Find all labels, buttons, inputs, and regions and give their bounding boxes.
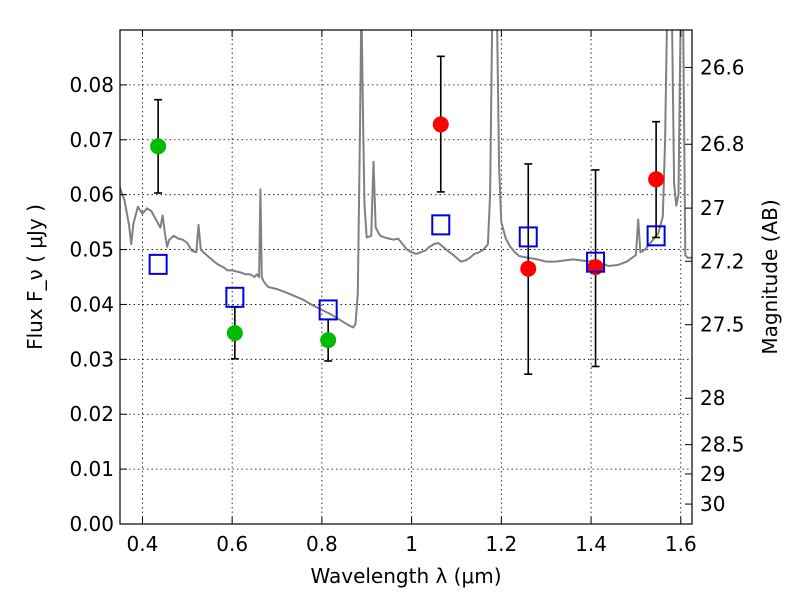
x-tick-label: 0.4 (127, 532, 159, 556)
x-tick-label: 1 (405, 532, 418, 556)
x-tick-label: 0.8 (306, 532, 338, 556)
data-point (520, 260, 537, 277)
mag-tick-label: 28 (700, 386, 725, 410)
y-tick-label: 0.08 (69, 73, 114, 97)
plot-frame (119, 29, 693, 525)
mag-tick-label: 27.5 (700, 313, 745, 337)
axis-ticks: 0.4 0.6 0.8 1 1.2 1.4 1.6 0.00 0.01 0.02 0.03 0.04 0… (69, 30, 745, 556)
y-tick-label: 0.05 (69, 238, 114, 262)
mag-tick-label: 27 (700, 196, 725, 220)
y2-axis-label: Magnitude (AB) (758, 199, 782, 354)
data-point (587, 259, 604, 276)
mag-tick-label: 27.2 (700, 249, 745, 273)
x-tick-label: 1.6 (665, 532, 697, 556)
x-tick-label: 1.4 (575, 532, 607, 556)
data-point (150, 138, 167, 155)
y-tick-label: 0.02 (69, 402, 114, 426)
x-tick-label: 0.6 (216, 532, 248, 556)
grid-lines (120, 30, 692, 525)
mag-tick-label: 26.8 (700, 132, 745, 156)
y-tick-label: 0.07 (69, 128, 114, 152)
model-point (646, 225, 666, 247)
model-spectrum (120, 30, 692, 329)
y-tick-label: 0.01 (69, 457, 114, 481)
y-tick-label: 0.06 (69, 183, 114, 207)
data-point (320, 332, 337, 349)
mag-tick-label: 26.6 (700, 55, 745, 79)
model-point (148, 253, 168, 275)
data-marks (148, 55, 666, 375)
model-point (518, 226, 538, 248)
y-axis-label: Flux F_ν ( μJy ) (23, 204, 47, 350)
y-tick-label: 0.04 (69, 292, 114, 316)
mag-tick-label: 29 (700, 462, 725, 486)
mag-tick-label: 30 (700, 492, 725, 516)
x-axis-label: Wavelength λ (μm) (310, 564, 501, 588)
model-point (586, 251, 606, 273)
model-point (318, 299, 338, 321)
spectrum-line (120, 30, 692, 329)
y-tick-label: 0.03 (69, 347, 114, 371)
data-point (226, 324, 243, 341)
data-point (648, 171, 665, 188)
y-tick-label: 0.00 (69, 512, 114, 536)
model-point (431, 214, 451, 236)
data-point (432, 116, 449, 133)
model-point (225, 286, 245, 308)
mag-tick-label: 28.5 (700, 433, 745, 457)
x-tick-label: 1.2 (485, 532, 517, 556)
